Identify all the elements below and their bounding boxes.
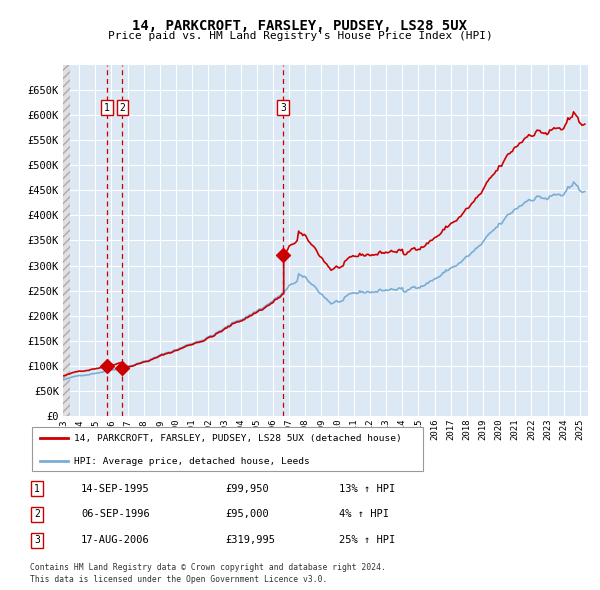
Text: 14-SEP-1995: 14-SEP-1995 [81,484,150,493]
Bar [63,65,70,416]
FancyBboxPatch shape [32,427,423,471]
Text: 13% ↑ HPI: 13% ↑ HPI [339,484,395,493]
Text: HPI: Average price, detached house, Leeds: HPI: Average price, detached house, Leed… [74,457,310,466]
Text: 4% ↑ HPI: 4% ↑ HPI [339,510,389,519]
Text: 06-SEP-1996: 06-SEP-1996 [81,510,150,519]
Text: £95,000: £95,000 [225,510,269,519]
Text: 1: 1 [104,103,110,113]
Text: 14, PARKCROFT, FARSLEY, PUDSEY, LS28 5UX (detached house): 14, PARKCROFT, FARSLEY, PUDSEY, LS28 5UX… [74,434,401,443]
Text: 3: 3 [34,536,40,545]
Text: Price paid vs. HM Land Registry's House Price Index (HPI): Price paid vs. HM Land Registry's House … [107,31,493,41]
Text: 17-AUG-2006: 17-AUG-2006 [81,536,150,545]
Text: £319,995: £319,995 [225,536,275,545]
Text: 2: 2 [34,510,40,519]
Text: 2: 2 [119,103,125,113]
Text: This data is licensed under the Open Government Licence v3.0.: This data is licensed under the Open Gov… [30,575,328,584]
Text: 14, PARKCROFT, FARSLEY, PUDSEY, LS28 5UX: 14, PARKCROFT, FARSLEY, PUDSEY, LS28 5UX [133,19,467,33]
Point [102,361,112,371]
Point [278,251,288,260]
Text: £99,950: £99,950 [225,484,269,493]
Text: 1: 1 [34,484,40,493]
Text: Contains HM Land Registry data © Crown copyright and database right 2024.: Contains HM Land Registry data © Crown c… [30,563,386,572]
Text: 3: 3 [280,103,286,113]
Text: 25% ↑ HPI: 25% ↑ HPI [339,536,395,545]
Point [118,363,127,373]
